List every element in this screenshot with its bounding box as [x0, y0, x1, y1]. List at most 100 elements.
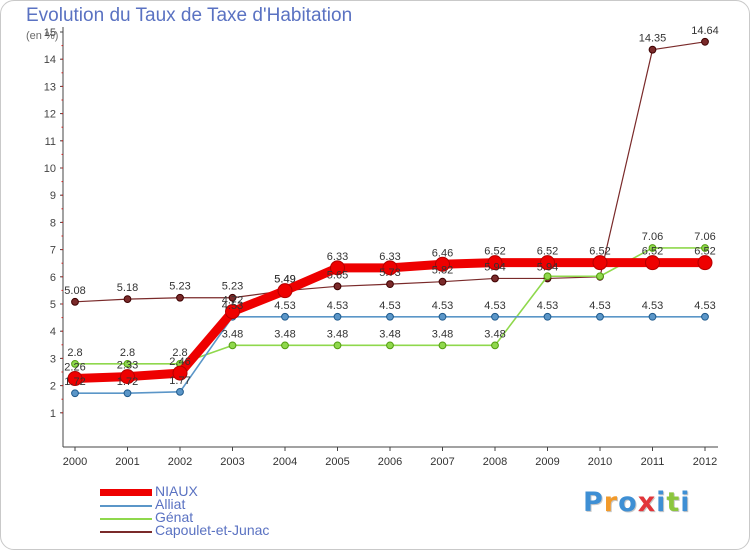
- data-point: [333, 312, 342, 321]
- data-point: [67, 371, 83, 387]
- legend-label: Capoulet-et-Junac: [155, 522, 270, 538]
- data-point: [648, 312, 657, 321]
- x-tick-label: 2010: [588, 456, 612, 468]
- legend-swatch: [100, 505, 152, 507]
- y-tick-label: 9: [50, 190, 56, 202]
- x-tick-label: 2008: [483, 456, 507, 468]
- data-point: [123, 359, 132, 368]
- legend-swatch: [100, 518, 152, 520]
- data-label: 2.26: [64, 362, 85, 374]
- data-point: [330, 260, 345, 276]
- data-point: [701, 312, 709, 321]
- data-point: [543, 312, 552, 321]
- y-tick-label: 11: [45, 136, 56, 148]
- data-label: 5.94: [537, 261, 558, 273]
- data-point: [491, 341, 499, 350]
- legend-swatch: [100, 489, 152, 496]
- data-label: 3.48: [379, 328, 400, 340]
- brand-letter: r: [603, 487, 619, 518]
- y-tick-label: 3: [50, 353, 56, 365]
- data-point: [645, 255, 660, 271]
- data-point: [592, 255, 608, 271]
- data-point: [172, 365, 188, 381]
- data-label: 5.94: [484, 261, 505, 273]
- data-label: 14.35: [639, 33, 667, 45]
- data-label: 6.52: [694, 246, 715, 258]
- data-label: 4.53: [589, 300, 610, 312]
- data-label: 5.49: [274, 274, 295, 286]
- x-tick-label: 2001: [115, 456, 139, 468]
- brand-letter: i: [680, 487, 691, 518]
- data-point: [386, 280, 394, 289]
- legend-swatch: [100, 531, 152, 533]
- data-point: [277, 283, 293, 299]
- brand-letter: o: [618, 487, 638, 518]
- y-tick-label: 12: [44, 109, 56, 121]
- brand-logo: Proxiti: [583, 487, 691, 518]
- data-point: [225, 304, 240, 320]
- data-point: [491, 312, 499, 321]
- y-tick-label: 7: [50, 245, 56, 257]
- legend-item: NIAUX: [100, 483, 360, 500]
- brand-letter: i: [656, 487, 667, 518]
- brand-letter: x: [637, 487, 657, 518]
- data-point: [438, 312, 447, 321]
- data-point: [71, 389, 79, 398]
- x-tick-label: 2011: [641, 456, 665, 468]
- data-point: [281, 341, 289, 350]
- data-label: 1.77: [169, 375, 190, 387]
- data-label: 4.53: [642, 300, 663, 312]
- data-point: [438, 277, 447, 286]
- data-label: 4.53: [222, 300, 243, 312]
- data-label: 4.53: [537, 300, 558, 312]
- y-tick-label: 14: [44, 54, 56, 66]
- y-tick-label: 2: [50, 381, 56, 393]
- data-point: [123, 389, 132, 398]
- data-point: [596, 312, 604, 321]
- y-tick-label: 4: [50, 326, 56, 338]
- data-label: 3.48: [222, 328, 243, 340]
- chart-unit-label: (en %): [26, 30, 59, 42]
- y-tick-label: 6: [50, 272, 56, 284]
- data-point: [176, 387, 184, 396]
- data-label: 3.48: [432, 328, 453, 340]
- data-label: 1.72: [64, 376, 85, 388]
- data-label: 5.08: [64, 285, 85, 297]
- data-label: 5.23: [169, 281, 190, 293]
- x-tick-label: 2007: [430, 456, 454, 468]
- legend-item: Alliat: [100, 496, 360, 513]
- data-point: [596, 272, 604, 281]
- data-point: [386, 341, 394, 350]
- data-label: 7.06: [694, 231, 715, 243]
- data-point: [435, 256, 450, 272]
- data-point: [540, 255, 555, 271]
- data-point: [333, 341, 342, 350]
- data-label: 4.53: [432, 300, 453, 312]
- data-label: 5.73: [379, 267, 400, 279]
- data-point: [386, 312, 394, 321]
- x-tick-label: 2012: [693, 456, 717, 468]
- x-tick-label: 2003: [220, 456, 244, 468]
- data-point: [701, 244, 709, 252]
- data-label: 1.72: [117, 376, 138, 388]
- x-tick-label: 2000: [63, 456, 87, 468]
- data-point: [438, 341, 447, 350]
- data-point: [71, 297, 79, 306]
- data-label: 6.52: [484, 246, 505, 258]
- data-point: [697, 255, 713, 271]
- data-label: 5.18: [117, 282, 138, 294]
- data-point: [382, 260, 398, 276]
- data-label: 6.46: [432, 247, 453, 259]
- chart-title: Evolution du Taux de Taxe d'Habitation: [26, 5, 353, 26]
- data-label: 4.53: [484, 300, 505, 312]
- data-point: [120, 369, 135, 385]
- data-label: 4.72: [222, 295, 243, 307]
- brand-letter: P: [583, 487, 604, 518]
- y-tick-label: 10: [44, 163, 56, 175]
- y-tick-label: 5: [50, 299, 56, 311]
- data-point: [487, 255, 503, 271]
- data-label: 4.53: [694, 300, 715, 312]
- data-label: 5.49: [274, 274, 295, 286]
- data-point: [281, 312, 289, 321]
